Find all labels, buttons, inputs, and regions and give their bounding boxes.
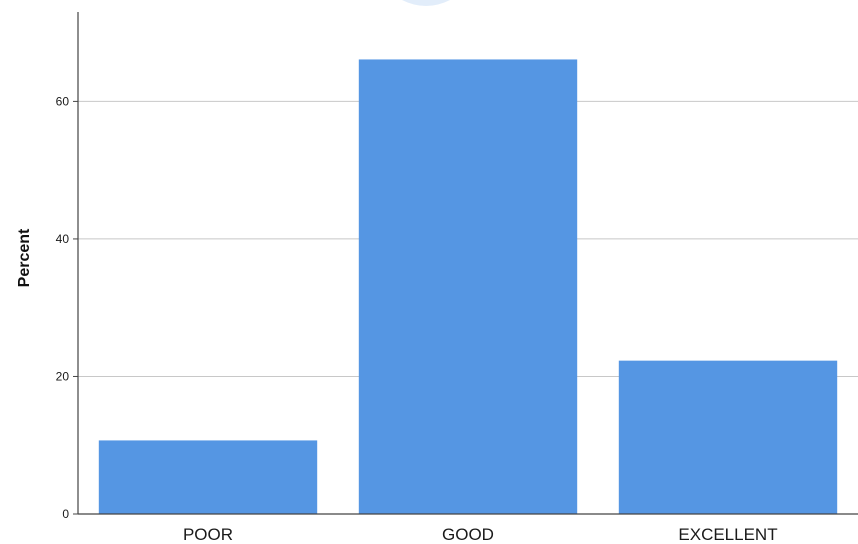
axes: [73, 12, 858, 515]
y-tick-label: 40: [56, 232, 70, 246]
bar-poor: [98, 440, 318, 514]
y-tick-label: 20: [56, 369, 70, 383]
watermark-icon: [402, 0, 450, 6]
x-category-label: EXCELLENT: [678, 525, 777, 544]
x-category-label: POOR: [183, 525, 233, 544]
y-tick-label: 60: [56, 94, 70, 108]
bar-good: [358, 59, 578, 515]
y-tick-label: 0: [62, 507, 69, 521]
labels: 0 20 40 60 POOR GOOD EXCELLENT: [56, 94, 778, 544]
bar-excellent: [618, 360, 838, 514]
x-category-label: GOOD: [442, 525, 494, 544]
y-axis-title: Percent: [16, 228, 33, 287]
bars: [98, 59, 838, 515]
